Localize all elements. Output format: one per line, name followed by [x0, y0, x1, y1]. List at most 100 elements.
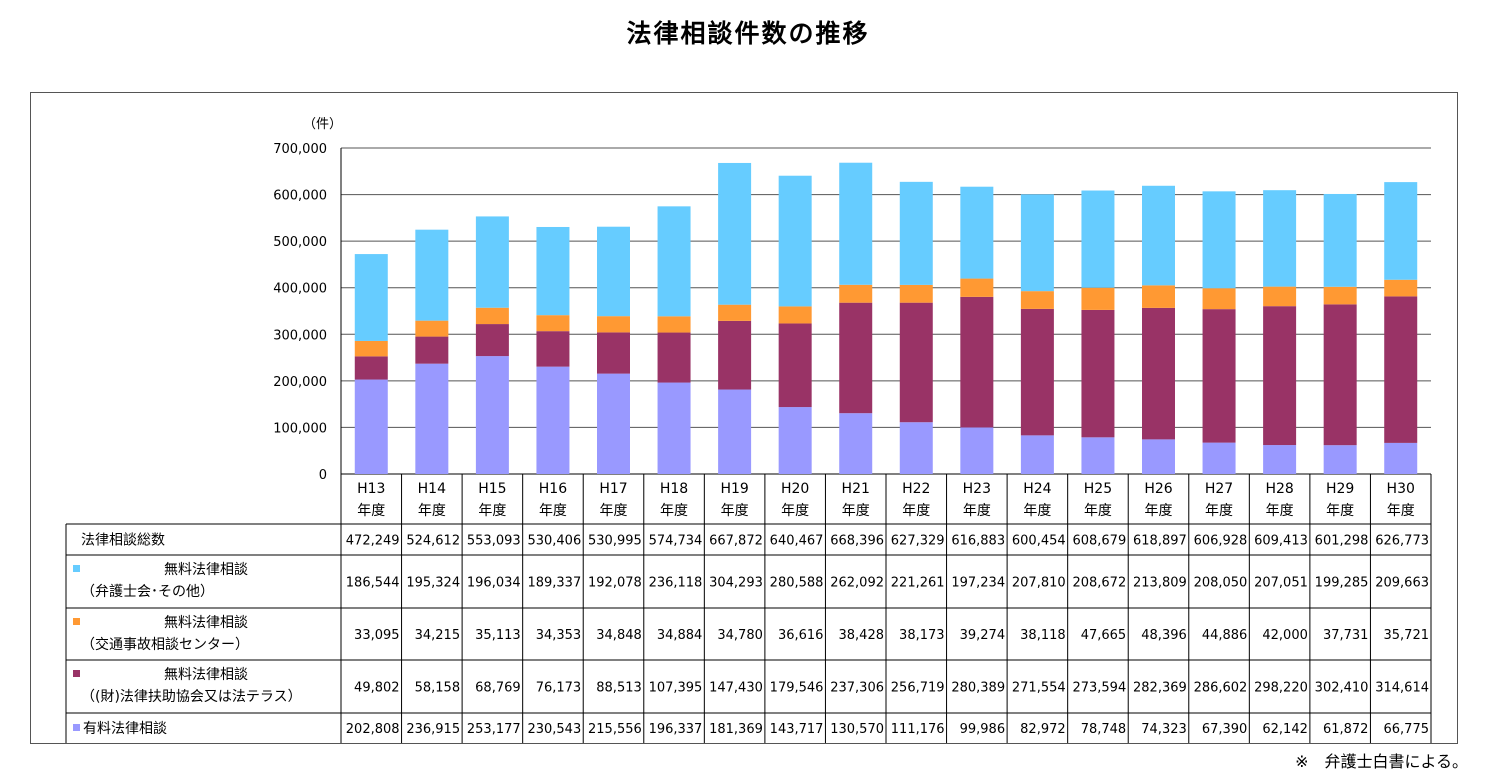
table-cell: 107,395 [649, 681, 703, 696]
y-tick-label: 400,000 [273, 282, 327, 297]
table-cell: 179,546 [770, 681, 824, 696]
table-cell: 304,293 [709, 576, 763, 591]
y-tick-label: 300,000 [273, 328, 327, 343]
table-cell: 34,884 [657, 628, 703, 643]
bar-free_houterasu [1020, 308, 1054, 436]
x-tick-label: H29 [1326, 481, 1354, 497]
x-tick-label-suffix: 年度 [1145, 503, 1173, 519]
table-cell: 34,780 [717, 628, 763, 643]
table-cell: 76,173 [536, 681, 582, 696]
legend-marker-free_bengoshi [73, 565, 80, 572]
x-tick-label: H19 [720, 481, 748, 497]
x-tick-label-suffix: 年度 [1266, 503, 1294, 519]
table-cell: 74,323 [1141, 722, 1187, 737]
table-cell: 48,396 [1141, 628, 1187, 643]
table-cell: 616,883 [951, 534, 1005, 549]
y-axis-unit: （件） [303, 117, 342, 132]
table-cell: 61,872 [1323, 722, 1369, 737]
table-cell: 207,810 [1012, 576, 1066, 591]
table-cell: 256,719 [891, 681, 945, 696]
table-cell: 82,972 [1020, 722, 1066, 737]
x-tick-label: H25 [1084, 481, 1112, 497]
x-tick-label-suffix: 年度 [842, 503, 870, 519]
legend-marker-free_houterasu [73, 670, 80, 677]
bar-free_bengoshi [475, 216, 509, 308]
bar-free_koutsu [597, 316, 630, 333]
x-tick-label-suffix: 年度 [1084, 503, 1112, 519]
bar-paid [1202, 442, 1236, 474]
bar-free_bengoshi [536, 226, 570, 316]
table-cell: 609,413 [1254, 534, 1308, 549]
bar-free_bengoshi [1323, 193, 1357, 287]
table-cell: 192,078 [588, 576, 642, 591]
table-cell: 253,177 [467, 722, 521, 737]
table-cell: 618,897 [1133, 534, 1187, 549]
table-cell: 215,556 [588, 722, 642, 737]
x-tick-label-suffix: 年度 [600, 503, 628, 519]
bar-free_bengoshi [657, 206, 691, 317]
x-tick-label-suffix: 年度 [721, 503, 749, 519]
bar-free_bengoshi [718, 162, 752, 305]
chart-frame: 0 100,000 200,000 300,000 400,000 500,000 600,… [30, 92, 1458, 744]
bar-free_koutsu [1202, 288, 1236, 310]
table-cell: 606,928 [1194, 534, 1248, 549]
table-cell: 302,410 [1315, 681, 1369, 696]
x-tick-label: H23 [963, 481, 991, 497]
bar-free_koutsu [1323, 286, 1357, 305]
table-cell: 667,872 [709, 534, 763, 549]
bar-paid [475, 356, 509, 474]
bar-paid [899, 422, 933, 474]
bar-free_bengoshi [1384, 182, 1418, 280]
legend-label-sub: （弁護士会･その他） [81, 584, 214, 600]
bar-free_bengoshi [1020, 194, 1054, 292]
x-tick-label: H16 [539, 481, 567, 497]
bar-free_koutsu [960, 278, 994, 297]
bar-free_bengoshi [597, 226, 630, 317]
x-tick-label: H18 [660, 481, 688, 497]
bar-free_koutsu [1263, 286, 1297, 307]
bar-free_bengoshi [899, 181, 933, 285]
bar-free_houterasu [1202, 309, 1236, 443]
legend-label: 有料法律相談 [83, 721, 167, 737]
x-tick-label-suffix: 年度 [1205, 503, 1233, 519]
table-cell: 208,050 [1194, 576, 1248, 591]
bar-free_bengoshi [1142, 185, 1175, 286]
table-cell: 34,848 [596, 628, 642, 643]
table-cell: 209,663 [1375, 576, 1429, 591]
bar-free_houterasu [536, 331, 570, 367]
table-cell: 38,118 [1020, 628, 1066, 643]
bar-free_koutsu [657, 316, 691, 333]
x-tick-label: H20 [781, 481, 809, 497]
table-cell: 47,665 [1081, 628, 1127, 643]
table-cell: 195,324 [406, 576, 460, 591]
table-cell: 574,734 [649, 534, 703, 549]
table-cell: 58,158 [415, 681, 461, 696]
table-cell: 286,602 [1194, 681, 1248, 696]
bar-free_houterasu [899, 302, 933, 423]
bar-free_houterasu [1263, 306, 1297, 446]
x-tick-label: H26 [1144, 481, 1172, 497]
table-cell: 111,176 [891, 722, 945, 737]
y-tick-label: 100,000 [273, 421, 327, 436]
table-cell: 67,390 [1202, 722, 1248, 737]
bar-free_bengoshi [960, 186, 994, 279]
table-cell: 44,886 [1202, 628, 1248, 643]
table-cell: 88,513 [596, 681, 642, 696]
x-tick-label: H21 [842, 481, 870, 497]
table-cell: 237,306 [830, 681, 884, 696]
table-cell: 197,234 [951, 576, 1005, 591]
table-cell: 34,215 [415, 628, 461, 643]
table-cell: 230,543 [527, 722, 581, 737]
table-cell: 282,369 [1133, 681, 1187, 696]
table-cell: 601,298 [1315, 534, 1369, 549]
bar-paid [960, 427, 994, 474]
table-cell: 236,118 [649, 576, 703, 591]
table-cell: 62,142 [1262, 722, 1308, 737]
table-cell: 530,995 [588, 534, 642, 549]
table-cell: 207,051 [1254, 576, 1308, 591]
x-tick-label-suffix: 年度 [478, 503, 506, 519]
table-cell: 38,428 [839, 628, 885, 643]
bar-paid [1020, 435, 1054, 474]
table-cell: 314,614 [1375, 681, 1429, 696]
x-tick-label: H13 [357, 481, 385, 497]
